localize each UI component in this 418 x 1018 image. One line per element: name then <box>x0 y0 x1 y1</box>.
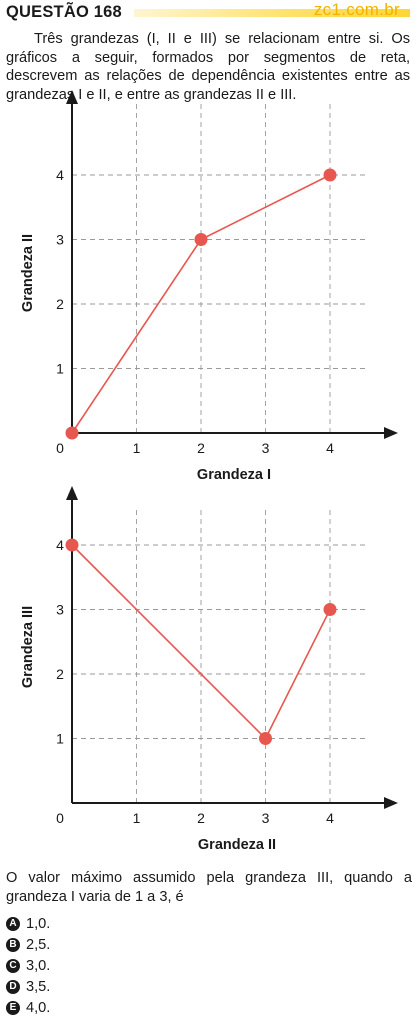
data-point <box>259 732 272 745</box>
y-tick-label: 3 <box>56 232 64 248</box>
option-text: 1,0. <box>26 915 51 932</box>
y-tick-label: 4 <box>56 537 64 553</box>
x-axis-label: Grandeza II <box>198 837 276 853</box>
x-tick-label: 3 <box>262 440 270 456</box>
x-tick-label: 4 <box>326 810 334 826</box>
y-axis-label: Grandeza III <box>20 606 36 688</box>
y-axis-label: Grandeza II <box>20 234 36 312</box>
chart-grandeza-ii-vs-iii: 0 1 2 3 4 1 2 3 4 Grandeza II Grandeza III <box>20 486 398 853</box>
option-letter-badge: C <box>6 958 20 973</box>
option-letter-badge: E <box>6 1000 20 1015</box>
x-tick-label: 2 <box>197 440 205 456</box>
y-axis-arrow <box>66 486 78 500</box>
x-tick-label: 4 <box>326 440 334 456</box>
option-d[interactable]: D 3,5. <box>6 976 50 997</box>
option-letter-badge: D <box>6 979 20 994</box>
y-tick-label: 1 <box>56 731 64 747</box>
y-tick-label: 1 <box>56 361 64 377</box>
x-tick-label: 1 <box>133 440 141 456</box>
data-point <box>323 168 337 182</box>
x-axis-arrow <box>384 797 398 809</box>
option-text: 3,0. <box>26 957 51 974</box>
option-b[interactable]: B 2,5. <box>6 934 50 955</box>
y-tick-label: 2 <box>56 296 64 312</box>
option-a[interactable]: A 1,0. <box>6 913 50 934</box>
chart-grandeza-i-vs-ii: 0 1 2 3 4 1 2 3 4 Grandeza I Grandeza II <box>20 90 398 483</box>
header-highlight-bar <box>134 9 410 17</box>
option-e[interactable]: E 4,0. <box>6 997 50 1018</box>
x-tick-label: 0 <box>56 810 64 826</box>
y-tick-label: 4 <box>56 167 64 183</box>
x-tick-label: 0 <box>56 440 64 456</box>
option-letter-badge: A <box>6 916 20 931</box>
question-stem: O valor máximo assumido pela grandeza II… <box>6 870 412 905</box>
x-axis-arrow <box>384 427 398 439</box>
y-axis-arrow <box>66 90 78 104</box>
site-watermark: zc1.com.br <box>313 0 400 19</box>
data-point <box>65 538 79 552</box>
answer-options: A 1,0. B 2,5. C 3,0. D 3,5. E 4,0. <box>6 913 50 1018</box>
option-letter-badge: B <box>6 937 20 952</box>
option-text: 2,5. <box>26 936 51 953</box>
data-point <box>194 233 208 246</box>
question-header: QUESTÃO 168 zc1.com.br <box>0 0 418 26</box>
data-point <box>65 426 79 440</box>
option-c[interactable]: C 3,0. <box>6 955 50 976</box>
question-number: QUESTÃO 168 <box>6 3 122 21</box>
x-tick-label: 1 <box>133 810 141 826</box>
option-text: 4,0. <box>26 999 51 1016</box>
y-tick-label: 3 <box>56 602 64 618</box>
option-text: 3,5. <box>26 978 51 995</box>
question-intro: Três grandezas (I, II e III) se relacion… <box>6 31 410 103</box>
x-axis-label: Grandeza I <box>197 467 271 483</box>
data-point <box>323 603 337 616</box>
y-tick-label: 2 <box>56 666 64 682</box>
x-tick-label: 3 <box>262 810 270 826</box>
x-tick-label: 2 <box>197 810 205 826</box>
